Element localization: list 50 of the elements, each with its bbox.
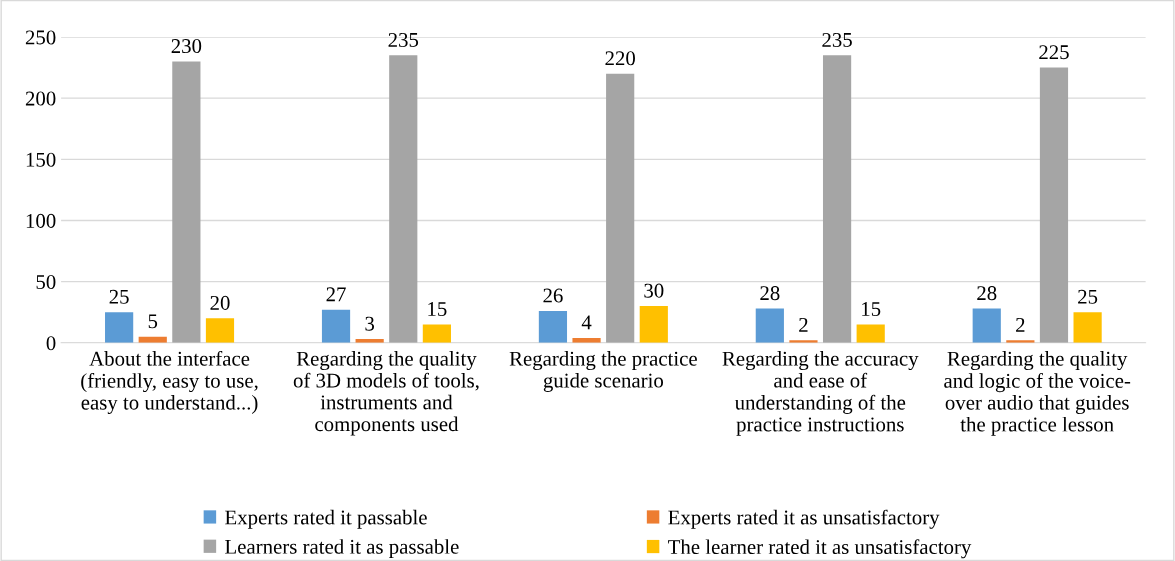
data-label: 28 xyxy=(977,286,997,301)
bar xyxy=(755,308,784,343)
data-label: 15 xyxy=(428,302,447,317)
y-tick-label: 50 xyxy=(36,275,56,290)
data-label: 230 xyxy=(171,39,202,54)
data-label: 4 xyxy=(581,315,592,330)
x-tick-label: Regarding the accuracy and ease of understanding of the practice instructions xyxy=(722,351,919,436)
data-label: 235 xyxy=(388,32,419,47)
data-label: 28 xyxy=(760,286,780,301)
x-tick-label: Regarding the quality of 3D models of tools, instruments and components used xyxy=(293,351,479,436)
data-label: 5 xyxy=(148,314,158,329)
bar xyxy=(972,308,1001,343)
legend-label: The learner rated it as unsatisfactory xyxy=(668,539,972,559)
x-tick-label: Regarding the quality and logic of the voice- over audio that guides the practice lesson xyxy=(944,351,1131,436)
bar xyxy=(606,73,635,343)
bar xyxy=(1039,67,1069,343)
legend-label: Experts rated it passable xyxy=(225,509,427,529)
data-label: 25 xyxy=(1078,289,1098,304)
legend-label: Experts rated it as unsatisfactory xyxy=(668,509,940,529)
data-label: 225 xyxy=(1039,45,1069,60)
data-label: 3 xyxy=(365,316,375,331)
bar xyxy=(205,318,235,343)
bar xyxy=(389,55,418,343)
bar xyxy=(422,324,451,343)
bar xyxy=(639,306,668,343)
bar xyxy=(538,310,568,343)
data-label: 30 xyxy=(644,283,664,298)
bar xyxy=(172,61,201,343)
bar xyxy=(321,309,351,343)
data-label: 26 xyxy=(543,288,563,303)
y-tick-label: 200 xyxy=(25,91,56,106)
bar xyxy=(856,324,885,343)
bar xyxy=(1073,312,1102,343)
y-tick-label: 150 xyxy=(26,152,56,167)
y-tick-label: 0 xyxy=(46,336,56,351)
data-label: 27 xyxy=(326,287,346,302)
bar xyxy=(105,312,134,343)
data-label: 2 xyxy=(1016,317,1025,332)
x-tick-label: Regarding the practice guide scenario xyxy=(509,351,697,392)
data-label: 235 xyxy=(822,32,852,47)
x-tick-label: About the interface (friendly, easy to use, easy to understand...) xyxy=(81,350,258,414)
y-tick-label: 100 xyxy=(26,213,56,228)
legend-label: Learners rated it as passable xyxy=(225,539,459,559)
bar xyxy=(822,55,852,343)
data-label: 15 xyxy=(862,302,881,317)
data-label: 25 xyxy=(109,289,129,304)
data-label: 20 xyxy=(210,295,230,310)
data-label: 220 xyxy=(605,51,635,66)
data-label: 2 xyxy=(799,317,808,332)
y-tick-label: 250 xyxy=(25,30,56,45)
